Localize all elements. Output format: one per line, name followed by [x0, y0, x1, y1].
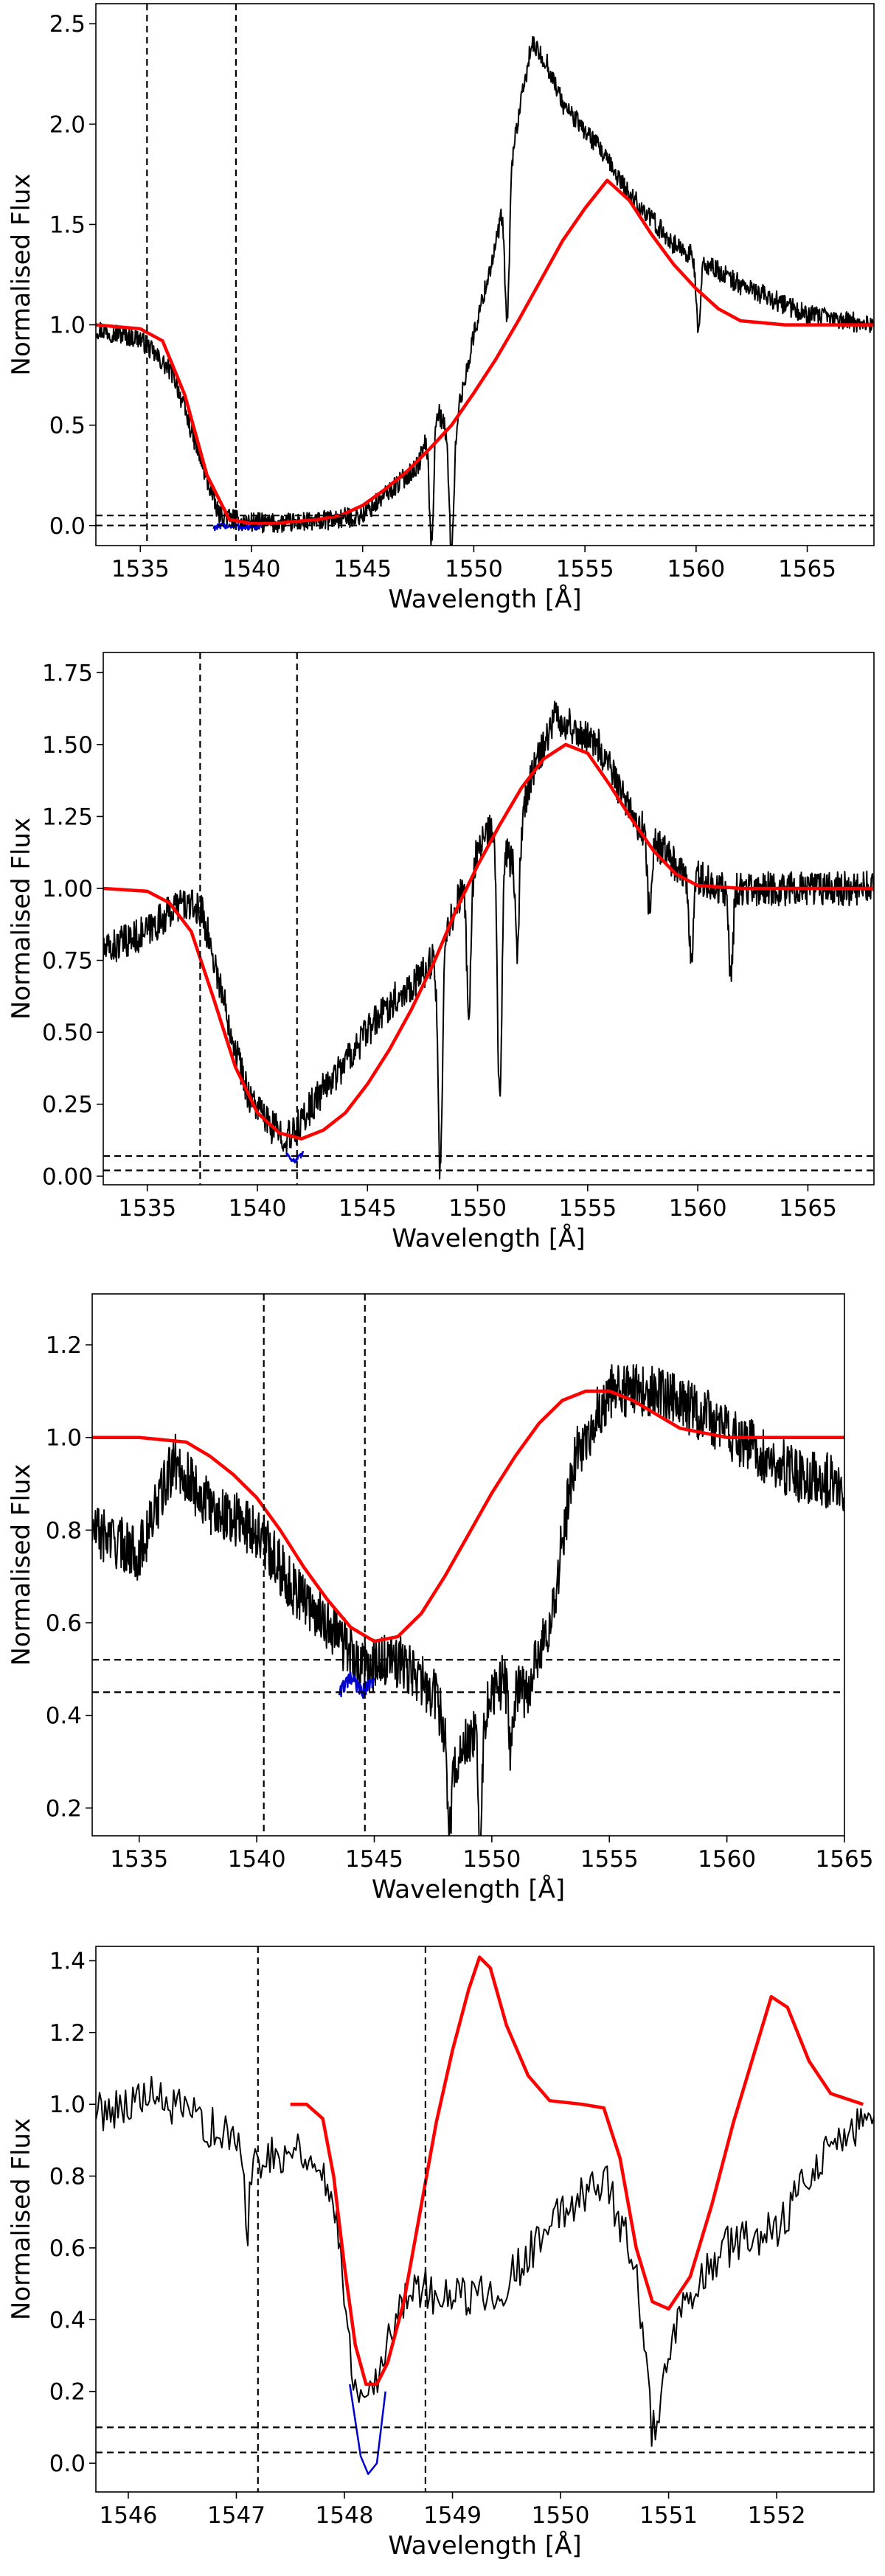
axes-frame — [95, 3, 875, 546]
plot-area — [103, 700, 874, 1180]
series-model-line — [290, 1955, 864, 2387]
x-tick-label: 1540 — [223, 556, 281, 582]
y-tick-label: 0.00 — [42, 1163, 93, 1190]
x-axis-label: Wavelength [Å] — [388, 2530, 581, 2561]
x-tick-label: 1560 — [698, 1846, 756, 1873]
y-axis-label: Normalised Flux — [7, 173, 36, 375]
y-tick-label: 0.50 — [42, 1020, 93, 1046]
series-absorption_core-line — [349, 2384, 386, 2475]
y-tick-label: 1.2 — [46, 1332, 82, 1359]
x-tick-label: 1535 — [111, 556, 170, 582]
y-tick-label: 1.2 — [49, 2020, 86, 2047]
x-tick-label: 1565 — [816, 1846, 874, 1873]
x-tick-label: 1551 — [639, 2502, 698, 2529]
y-tick-label: 1.0 — [49, 2092, 86, 2118]
y-tick-label: 2.5 — [49, 11, 86, 38]
x-axis-label: Wavelength [Å] — [392, 1223, 585, 1253]
y-tick-label: 1.4 — [49, 1948, 86, 1974]
x-tick-label: 1545 — [333, 556, 392, 582]
axes-frame — [91, 1293, 845, 1837]
y-tick-label: 1.25 — [42, 804, 93, 830]
chart-panel-4: 1546 1547 1548 1549 1550 1551 1552 0.0 0.2 0.4 0.6… — [7, 1946, 875, 2561]
x-axis-label: Wavelength [Å] — [372, 1874, 565, 1904]
y-tick-label: 1.50 — [42, 732, 93, 759]
y-tick-label: 0.75 — [42, 948, 93, 975]
series-model-line — [96, 178, 874, 526]
y-tick-label: 0.0 — [49, 2451, 86, 2477]
x-tick-label: 1545 — [345, 1846, 403, 1873]
x-tick-label: 1535 — [118, 1195, 176, 1222]
x-tick-label: 1552 — [748, 2502, 806, 2529]
series-model-line — [92, 1389, 844, 1643]
x-tick-label: 1555 — [556, 556, 614, 582]
y-tick-label: 0.25 — [42, 1092, 93, 1118]
y-tick-label: 0.0 — [49, 513, 86, 540]
plot-area — [92, 1364, 844, 1836]
y-tick-label: 0.4 — [46, 1703, 82, 1730]
y-tick-label: 0.5 — [49, 413, 86, 439]
series-observed-line — [96, 2075, 874, 2447]
x-tick-label: 1560 — [669, 1195, 727, 1222]
series-observed-line — [103, 700, 874, 1180]
x-tick-label: 1540 — [229, 1195, 287, 1222]
x-tick-label: 1550 — [445, 556, 503, 582]
series-model-line — [103, 742, 874, 1141]
x-tick-label: 1547 — [207, 2502, 266, 2529]
y-tick-label: 1.75 — [42, 660, 93, 686]
x-tick-label: 1535 — [110, 1846, 168, 1873]
chart-panel-1: 1535 1540 1545 1550 1555 1560 1565 0.0 0.5 1.0 1.5… — [7, 3, 875, 614]
series-absorption_core-line — [338, 1671, 375, 1699]
y-axis-label: Normalised Flux — [7, 818, 36, 1020]
x-tick-label: 1550 — [462, 1846, 521, 1873]
x-tick-label: 1550 — [532, 2502, 590, 2529]
plot-area — [96, 1955, 874, 2475]
y-tick-label: 1.5 — [49, 212, 86, 238]
series-absorption_core-line — [285, 1150, 305, 1163]
series-observed-line — [92, 1364, 844, 1836]
chart-panel-3: 1535 1540 1545 1550 1555 1560 1565 0.2 0.4 0.6 0.8… — [7, 1293, 874, 1904]
y-tick-label: 0.8 — [46, 1517, 82, 1544]
x-axis-label: Wavelength [Å] — [388, 584, 581, 614]
y-tick-label: 1.0 — [46, 1425, 82, 1452]
y-axis-label: Normalised Flux — [7, 1463, 36, 1665]
y-tick-label: 0.6 — [49, 2235, 86, 2262]
axes-frame — [95, 1946, 875, 2493]
x-tick-label: 1540 — [228, 1846, 286, 1873]
x-tick-label: 1548 — [316, 2502, 374, 2529]
x-tick-label: 1555 — [558, 1195, 617, 1222]
y-tick-label: 0.2 — [49, 2379, 86, 2406]
y-tick-label: 1.00 — [42, 876, 93, 902]
x-tick-label: 1550 — [448, 1195, 507, 1222]
y-tick-label: 0.4 — [49, 2307, 86, 2333]
chart-panel-2: 1535 1540 1545 1550 1555 1560 1565 0.00 0.25 0.50… — [7, 652, 875, 1253]
x-tick-label: 1546 — [100, 2502, 158, 2529]
x-tick-label: 1549 — [423, 2502, 482, 2529]
x-tick-label: 1555 — [580, 1846, 639, 1873]
x-tick-label: 1560 — [667, 556, 725, 582]
y-tick-label: 0.2 — [46, 1795, 82, 1822]
y-tick-label: 2.0 — [49, 111, 86, 138]
y-axis-label: Normalised Flux — [7, 2118, 36, 2320]
x-tick-label: 1545 — [339, 1195, 397, 1222]
y-tick-label: 0.8 — [49, 2164, 86, 2190]
y-tick-label: 1.0 — [49, 313, 86, 339]
axes-frame — [103, 652, 875, 1186]
y-tick-label: 0.6 — [46, 1610, 82, 1637]
x-tick-label: 1565 — [778, 556, 836, 582]
x-tick-label: 1565 — [779, 1195, 837, 1222]
